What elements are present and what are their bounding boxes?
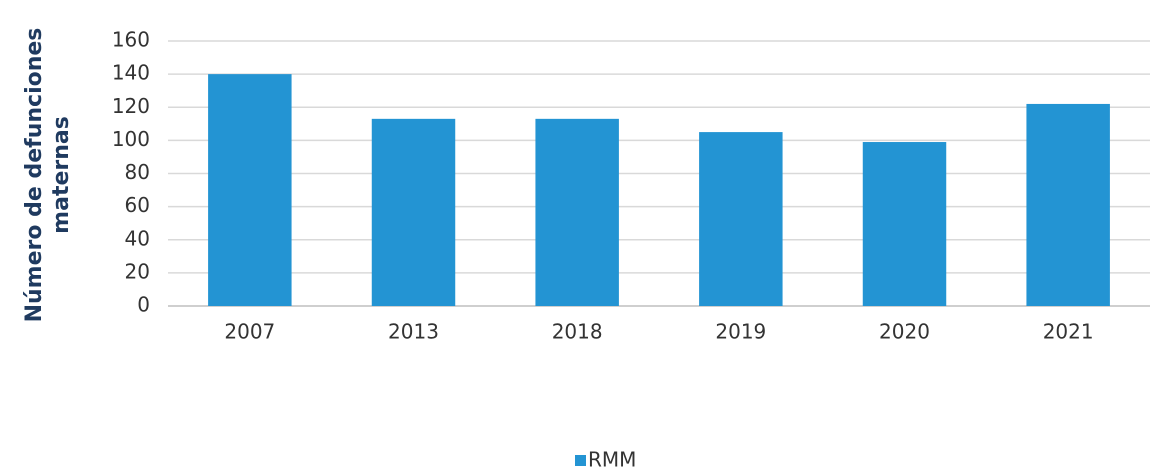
x-tick-label: 2018 xyxy=(552,320,603,344)
y-tick-label: 80 xyxy=(125,160,150,184)
legend-label: RMM xyxy=(588,448,636,470)
y-tick-label: 120 xyxy=(112,94,150,118)
bar xyxy=(371,118,456,306)
x-tick-label: 2007 xyxy=(224,320,275,344)
x-tick-label: 2021 xyxy=(1043,320,1094,344)
x-tick-label: 2013 xyxy=(388,320,439,344)
y-tick-label: 20 xyxy=(125,259,150,283)
bar xyxy=(862,142,947,306)
legend-swatch xyxy=(575,455,586,466)
y-tick-label: 160 xyxy=(112,28,150,52)
y-tick-label: 100 xyxy=(112,127,150,151)
y-tick-label: 140 xyxy=(112,61,150,85)
bar xyxy=(535,118,619,306)
bar xyxy=(208,74,292,306)
y-tick-label: 40 xyxy=(125,226,150,250)
bar xyxy=(699,132,783,306)
y-axis-label: Número de defunciones xyxy=(22,28,47,323)
bar xyxy=(1026,103,1110,306)
y-tick-label: 0 xyxy=(137,293,150,317)
y-axis-label: maternas xyxy=(49,116,74,234)
x-tick-label: 2019 xyxy=(715,320,766,344)
x-tick-label: 2020 xyxy=(879,320,930,344)
y-tick-label: 60 xyxy=(125,193,150,217)
